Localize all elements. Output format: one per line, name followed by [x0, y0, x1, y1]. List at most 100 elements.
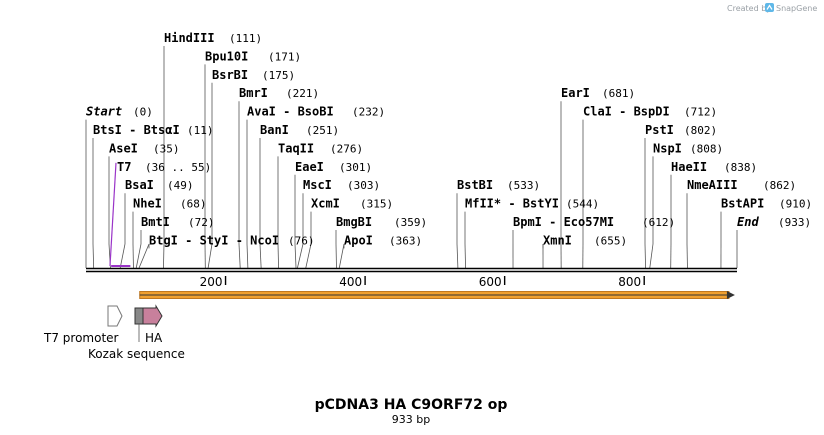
t7-site-label: T7 — [117, 160, 131, 174]
restriction-site[interactable]: AseI (35) — [108, 141, 180, 269]
restriction-site[interactable]: BstBI (533) — [456, 178, 540, 269]
restriction-site[interactable]: NspI (808) — [649, 141, 723, 269]
site-name: NspI — [653, 141, 682, 155]
site-position: (862) — [763, 179, 796, 192]
site-name: HindIII — [164, 31, 215, 45]
restriction-site[interactable]: MfII* - BstYI (544) — [464, 197, 599, 269]
site-connector — [277, 243, 279, 269]
restriction-site[interactable]: MscI (303) — [297, 178, 380, 269]
feature-tag[interactable]: HA — [142, 304, 163, 345]
restriction-site[interactable]: BmtI (72) — [135, 215, 215, 269]
restriction-site[interactable]: BsaI (49) — [119, 178, 194, 269]
site-position: (363) — [389, 234, 422, 247]
site-position: (221) — [286, 87, 319, 100]
feature-kozak[interactable]: Kozak sequence — [88, 307, 185, 361]
site-position: (359) — [394, 216, 427, 229]
site-position: (712) — [684, 106, 717, 119]
restriction-site[interactable]: Start (0) — [85, 105, 153, 268]
restriction-site[interactable]: BanI (251) — [259, 123, 339, 269]
site-name: NheI — [133, 197, 162, 211]
features: T7 promoter Kozak sequence HA — [43, 304, 185, 361]
site-connector — [238, 243, 241, 269]
feature-promoter[interactable]: T7 promoter — [43, 305, 123, 345]
restriction-site[interactable]: BpmI - Eco57MI (612) — [512, 215, 675, 269]
restriction-sites: HindIII (111) Bpu10I (171) BsrBI (175) BmrI (22… — [85, 31, 812, 269]
site-name: AvaI - BsoBI — [247, 105, 334, 119]
site-position: (11) — [187, 124, 214, 137]
restriction-site[interactable]: BtsI - BtsαI (11) — [92, 123, 214, 269]
site-connector — [246, 243, 249, 269]
restriction-site[interactable]: NheI (68) — [132, 197, 207, 269]
restriction-site[interactable]: PstI (802) — [644, 123, 717, 269]
site-position: (933) — [778, 216, 811, 229]
site-position: (301) — [339, 161, 372, 174]
site-name: BpmI - Eco57MI — [513, 215, 614, 229]
restriction-site[interactable]: ClaI - BspDI (712) — [582, 105, 717, 269]
restriction-site[interactable]: EarI (681) — [560, 86, 635, 269]
feature-label: Kozak sequence — [88, 347, 185, 361]
promoter-arrow-icon — [107, 305, 123, 327]
dna-backbone — [86, 267, 737, 273]
orf-bar[interactable] — [139, 291, 735, 299]
site-connector — [135, 243, 142, 269]
restriction-site[interactable]: BmrI (221) — [238, 86, 319, 269]
site-name: BstBI — [457, 178, 493, 192]
site-name: TaqII — [278, 141, 314, 155]
restriction-site[interactable]: BsrBI (175) — [207, 68, 295, 269]
feature-label: HA — [145, 331, 163, 345]
site-name: BanI — [260, 123, 289, 137]
orf-arrowhead — [726, 291, 735, 299]
site-name: BmtI — [141, 215, 170, 229]
site-position: (838) — [724, 161, 757, 174]
site-name: HaeII — [671, 160, 707, 174]
restriction-site[interactable]: BmgBI (359) — [335, 215, 427, 269]
restriction-site[interactable]: XmnI (655) — [542, 233, 627, 269]
restriction-site[interactable]: AvaI - BsoBI (232) — [246, 105, 385, 269]
site-name: BtsI - BtsαI — [93, 123, 180, 137]
site-position: (72) — [188, 216, 215, 229]
site-position: (802) — [684, 124, 717, 137]
t7-site[interactable]: T7 (36 .. 55) — [109, 160, 211, 267]
site-position: (315) — [360, 198, 393, 211]
site-connector — [644, 243, 646, 269]
restriction-site[interactable]: Bpu10I (171) — [204, 49, 301, 269]
site-name: Bpu10I — [205, 49, 248, 63]
snapgene-logo-icon — [765, 3, 774, 12]
restriction-site[interactable]: End (933) — [736, 215, 811, 268]
plasmid-title: pCDNA3 HA C9ORF72 op — [315, 397, 508, 413]
restriction-site[interactable]: HindIII (111) — [163, 31, 262, 269]
site-position: (808) — [690, 142, 723, 155]
ruler-tick-label: 400 — [339, 275, 362, 289]
site-connector — [119, 243, 126, 269]
feature-label: T7 promoter — [43, 331, 119, 345]
site-connector — [294, 243, 297, 269]
t7-site-range: (36 .. 55) — [145, 161, 211, 174]
restriction-site[interactable]: EaeI (301) — [294, 160, 372, 269]
site-position: (171) — [268, 50, 301, 63]
site-connector — [338, 243, 345, 269]
site-position: (76) — [288, 234, 315, 247]
t7-connector — [109, 162, 117, 267]
restriction-site[interactable]: HaeII (838) — [670, 160, 757, 269]
site-connector — [259, 243, 262, 269]
site-position: (681) — [602, 87, 635, 100]
plasmid-length: 933 bp — [392, 413, 430, 426]
restriction-site[interactable]: XcmI (315) — [305, 197, 393, 269]
restriction-site[interactable]: BstAPI (910) — [720, 197, 812, 269]
site-position: (910) — [779, 198, 812, 211]
credit-brand: SnapGene — [776, 4, 817, 13]
site-name: NmeAIII — [687, 178, 738, 192]
restriction-site[interactable]: NmeAIII (862) — [686, 178, 796, 269]
ruler: 200 400 600 800 — [200, 275, 645, 289]
restriction-site[interactable]: TaqII (276) — [277, 141, 363, 269]
site-name: BsrBI — [212, 68, 248, 82]
site-position: (49) — [167, 179, 194, 192]
restriction-site[interactable]: ApoI (363) — [338, 233, 422, 269]
site-name: AseI — [109, 141, 138, 155]
restriction-site[interactable]: BtgI - StyI - NcoI (76) — [138, 233, 315, 269]
site-name: ClaI - BspDI — [583, 105, 670, 119]
site-position: (533) — [507, 179, 540, 192]
ha-tag-arrow-icon — [142, 304, 163, 328]
site-position: (276) — [330, 142, 363, 155]
